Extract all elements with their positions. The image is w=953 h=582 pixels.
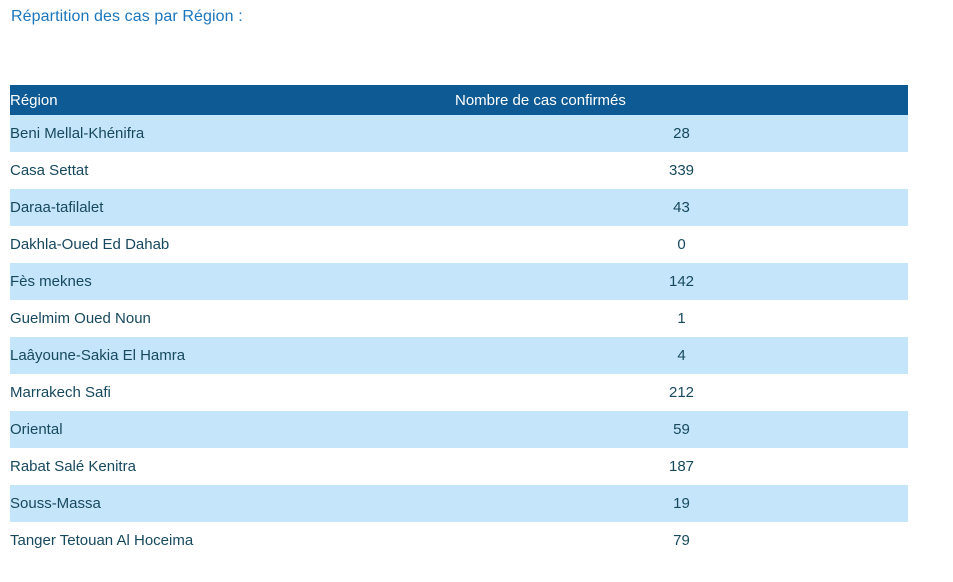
column-header-region: Région xyxy=(10,85,455,115)
table-row: Daraa-tafilalet 43 xyxy=(10,189,908,226)
cases-cell: 4 xyxy=(677,347,686,364)
region-cell: Dakhla-Oued Ed Dahab xyxy=(10,236,170,253)
table-row: Oriental 59 xyxy=(10,411,908,448)
cases-cell: 1 xyxy=(677,310,686,327)
table-row: Tanger Tetouan Al Hoceima 79 xyxy=(10,522,908,559)
cases-cell: 187 xyxy=(668,458,695,475)
table-row: Laâyoune-Sakia El Hamra 4 xyxy=(10,337,908,374)
table-row: Souss-Massa 19 xyxy=(10,485,908,522)
region-cell: Casa Settat xyxy=(10,162,89,179)
table-row: Rabat Salé Kenitra 187 xyxy=(10,448,908,485)
table-row: Fès meknes 142 xyxy=(10,263,908,300)
cases-cell: 79 xyxy=(673,532,690,549)
table-body: Beni Mellal-Khénifra 28 Casa Settat 339 … xyxy=(10,115,908,559)
region-cell: Fès meknes xyxy=(10,273,92,290)
cases-cell: 43 xyxy=(673,199,690,216)
column-header-cases: Nombre de cas confirmés xyxy=(455,85,908,115)
region-cell: Guelmim Oued Noun xyxy=(10,310,151,327)
page-title: Répartition des cas par Région : xyxy=(11,8,243,25)
region-cell: Oriental xyxy=(10,421,63,438)
region-cell: Marrakech Safi xyxy=(10,384,111,401)
table-row: Beni Mellal-Khénifra 28 xyxy=(10,115,908,152)
cases-by-region-table: Région Nombre de cas confirmés Beni Mell… xyxy=(10,85,908,559)
region-cell: Laâyoune-Sakia El Hamra xyxy=(10,347,186,364)
cases-cell: 0 xyxy=(677,236,686,253)
table-header-row: Région Nombre de cas confirmés xyxy=(10,85,908,115)
region-cell: Rabat Salé Kenitra xyxy=(10,458,136,475)
table-row: Marrakech Safi 212 xyxy=(10,374,908,411)
region-cell: Daraa-tafilalet xyxy=(10,199,104,216)
cases-cell: 142 xyxy=(668,273,695,290)
cases-cell: 28 xyxy=(673,125,690,142)
cases-cell: 339 xyxy=(668,162,695,179)
region-cell: Tanger Tetouan Al Hoceima xyxy=(10,532,194,549)
region-cell: Souss-Massa xyxy=(10,495,101,512)
region-cell: Beni Mellal-Khénifra xyxy=(10,125,145,142)
cases-cell: 59 xyxy=(673,421,690,438)
cases-cell: 19 xyxy=(673,495,690,512)
table-row: Casa Settat 339 xyxy=(10,152,908,189)
table-row: Guelmim Oued Noun 1 xyxy=(10,300,908,337)
table-row: Dakhla-Oued Ed Dahab 0 xyxy=(10,226,908,263)
cases-cell: 212 xyxy=(668,384,695,401)
